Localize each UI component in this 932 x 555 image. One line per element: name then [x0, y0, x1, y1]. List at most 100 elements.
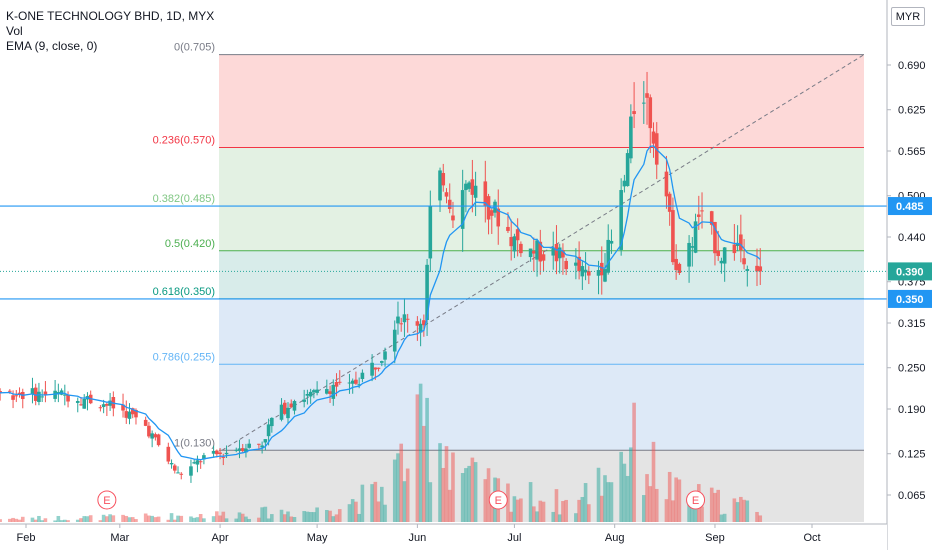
- volume-bar: [532, 506, 536, 522]
- volume-bar: [735, 502, 740, 522]
- fib-zone: [219, 147, 864, 207]
- candle-body: [179, 473, 184, 475]
- candle-body: [496, 208, 501, 227]
- candle-body: [169, 462, 174, 465]
- candle-body: [66, 394, 70, 402]
- candle-body: [108, 400, 112, 406]
- candle-body: [240, 448, 245, 451]
- candle-body: [315, 389, 319, 393]
- ema-label: EMA (9, close, 0): [6, 39, 98, 53]
- candle-body: [667, 193, 672, 212]
- candle-body: [460, 190, 465, 229]
- volume-bar: [315, 507, 319, 522]
- earnings-marker-circle: [97, 490, 117, 510]
- volume-bar: [580, 496, 585, 522]
- candle-body: [700, 210, 704, 212]
- volume-bar: [755, 511, 759, 522]
- volume-bar: [166, 519, 171, 522]
- candle-body: [622, 180, 627, 187]
- candle-body: [564, 260, 568, 270]
- candle-body: [415, 321, 420, 326]
- x-axis-background: [0, 524, 887, 550]
- volume-bar: [376, 501, 381, 522]
- volume-bar: [380, 486, 384, 522]
- volume-bar: [486, 468, 491, 522]
- candle-body: [289, 403, 294, 408]
- volume-bar: [574, 513, 578, 522]
- candle-body: [331, 384, 336, 399]
- candle-body: [687, 242, 691, 267]
- volume-bar: [693, 504, 698, 522]
- volume-bar: [218, 515, 222, 522]
- volume-bar: [700, 506, 704, 522]
- volume-bar: [551, 511, 556, 522]
- candle-body: [40, 396, 44, 398]
- candle-body: [192, 462, 196, 464]
- volume-bar: [564, 499, 568, 522]
- candlestick-series: [0, 71, 763, 483]
- volume-bar: [709, 487, 714, 522]
- volume-bar: [215, 511, 219, 522]
- volume-bar: [674, 477, 678, 522]
- volume-bar: [108, 514, 112, 522]
- fib-level-label: 0(0.705): [174, 42, 215, 54]
- volume-bar: [337, 509, 342, 522]
- candle-body: [709, 211, 714, 225]
- candle-body: [438, 170, 442, 201]
- volume-bar: [561, 501, 565, 522]
- x-axis: Feb Mar Apr May Jun Jul Aug Sep Oct: [0, 523, 887, 550]
- volume-bar: [260, 507, 264, 522]
- price-tag-label: 0.485: [896, 201, 924, 213]
- candle-body: [237, 448, 242, 451]
- candle-body: [75, 401, 80, 403]
- volume-bar: [619, 451, 623, 522]
- volume-bar: [438, 443, 442, 522]
- candle-body: [124, 411, 129, 418]
- candle-body: [360, 372, 365, 379]
- volume-bar: [286, 511, 290, 522]
- volume-bar: [506, 483, 510, 522]
- volume-bar: [111, 515, 116, 522]
- volume-bar: [289, 516, 294, 522]
- candle-body: [247, 443, 251, 448]
- volume-bar: [350, 499, 355, 522]
- volume-bar: [606, 482, 611, 522]
- candle-body: [43, 391, 48, 396]
- volume-bar: [266, 518, 271, 522]
- candle-body: [8, 390, 12, 392]
- legend: K-ONE TECHNOLOGY BHD, 1D, MYX Vol EMA (9…: [6, 9, 214, 54]
- volume-bar: [583, 483, 588, 522]
- candle-body: [224, 452, 229, 455]
- volume-bar: [370, 484, 374, 522]
- volume-bar: [554, 489, 559, 522]
- volume-bar: [577, 499, 581, 522]
- candle-body: [648, 97, 653, 129]
- volume-bar: [176, 515, 180, 522]
- candle-body: [447, 199, 452, 209]
- candle-body: [215, 450, 219, 455]
- candle-body: [347, 382, 352, 384]
- earnings-marker-circle: [488, 490, 508, 510]
- fib-zone: [219, 298, 864, 365]
- volume-bar: [179, 515, 184, 522]
- candle-body: [282, 402, 287, 414]
- volume-bar: [428, 482, 433, 522]
- candle-body: [745, 269, 750, 271]
- volume-bar: [464, 468, 468, 522]
- candle-body: [176, 472, 180, 474]
- earnings-marker: E: [488, 490, 508, 510]
- volume-bar: [211, 516, 216, 522]
- candle-body: [674, 258, 678, 271]
- currency-button[interactable]: MYR: [891, 7, 925, 26]
- volume-bar: [541, 501, 546, 522]
- price-tag-box: [888, 262, 932, 281]
- volume-bar: [279, 509, 284, 522]
- candle-body: [444, 192, 449, 197]
- volume-bar: [664, 499, 669, 522]
- candle-body: [483, 181, 488, 206]
- volume-bar: [625, 475, 630, 522]
- candle-body: [166, 446, 171, 462]
- y-tick-label: 0.440: [898, 232, 926, 244]
